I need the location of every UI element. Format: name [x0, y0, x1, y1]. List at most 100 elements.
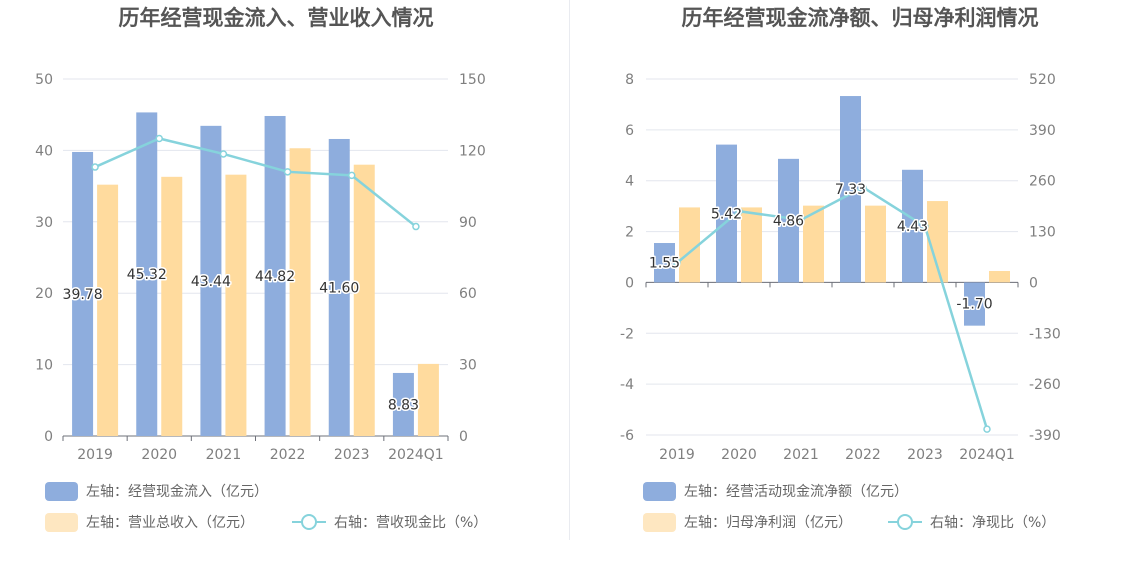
left-axis-tick-label: 2 [625, 225, 634, 241]
plot-area: 0 10 20 30 40 50 0 30 60 90 120 150 2019 2020 2021 2022… [35, 72, 486, 463]
bar-series-2 [679, 207, 700, 283]
bar-series-2 [161, 176, 183, 436]
bar-series-1 [328, 138, 350, 436]
x-axis-tick-label: 2019 [659, 447, 695, 463]
left-axis-tick-label: 40 [35, 143, 53, 159]
bar-series-1 [964, 282, 985, 326]
line-point [735, 207, 743, 215]
right-axis-tick-label: 260 [1029, 174, 1056, 190]
x-axis-tick-label: 2021 [783, 447, 819, 463]
right-axis-tick-label: -260 [1029, 377, 1061, 393]
bar-series-1 [200, 125, 222, 436]
x-axis-tick-label: 2022 [270, 447, 306, 463]
line-series [94, 137, 417, 228]
data-label: 39.78 [63, 287, 103, 303]
line-point [283, 168, 292, 176]
bar-series-2 [741, 207, 762, 283]
x-axis-tick-label: 2023 [907, 447, 943, 463]
panel-divider [569, 0, 570, 540]
legend-label: 右轴：营收现金比（%） [334, 515, 487, 531]
legend-swatch [643, 482, 676, 501]
legend[interactable]: 左轴：经营活动现金流净额（亿元） 左轴：归母净利润（亿元） 右轴：净现比（%） [643, 482, 1055, 532]
bar-series-1 [392, 372, 414, 436]
bar-series-1 [840, 96, 861, 283]
right-axis-tick-label: 0 [1029, 275, 1038, 291]
right-axis-tick-label: -130 [1029, 326, 1061, 342]
bar-series-1 [778, 158, 799, 283]
x-axis-tick-label: 2021 [206, 447, 242, 463]
bar-series-2 [803, 205, 824, 283]
legend-swatch [45, 513, 78, 532]
left-axis-tick-label: 10 [35, 358, 53, 374]
legend-label: 左轴：归母净利润（亿元） [684, 514, 852, 531]
plot-area: -6 -4 -2 0 2 4 6 8 -390 -260 -130 0 130 260 390 520 2019… [620, 72, 1061, 463]
bar-series-2 [353, 164, 375, 436]
right-axis-tick-label: 120 [459, 143, 486, 159]
right-axis-tick-label: 0 [459, 429, 468, 445]
line-point [673, 259, 681, 267]
chart-title: 历年经营现金流入、营业收入情况 [119, 6, 434, 30]
x-axis-tick-label: 2023 [334, 447, 370, 463]
legend-item[interactable]: 左轴：经营活动现金流净额（亿元） [643, 482, 908, 501]
right-axis-tick-label: 90 [459, 215, 477, 231]
chart-left: 历年经营现金流入、营业收入情况 0 10 20 30 40 50 0 30 60 90 120 150… [35, 6, 487, 532]
bar-series-2 [417, 363, 439, 436]
bar-series-2 [927, 201, 948, 283]
left-axis-tick-label: -4 [620, 377, 634, 393]
left-axis-tick-label: 0 [44, 429, 53, 445]
bar-series-1 [72, 151, 94, 436]
right-axis-tick-label: 520 [1029, 72, 1056, 88]
legend-item[interactable]: 左轴：营业总收入（亿元） [45, 513, 254, 532]
data-label: 4.86 [773, 214, 804, 230]
left-axis-tick-label: 8 [625, 72, 634, 88]
chart-title: 历年经营现金流净额、归母净利润情况 [682, 6, 1039, 30]
right-axis-tick-label: 130 [1029, 225, 1056, 241]
chart-right: 历年经营现金流净额、归母净利润情况 -6 -4 -2 0 2 4 6 8 -390 -260 -13… [620, 6, 1061, 532]
line-point [797, 216, 805, 224]
left-axis-tick-label: 30 [35, 215, 53, 231]
data-label: 41.60 [319, 280, 359, 296]
left-axis-tick-label: -2 [620, 326, 634, 342]
right-axis-tick-label: 390 [1029, 123, 1056, 139]
legend-swatch [643, 513, 676, 532]
data-label: -1.70 [956, 296, 992, 312]
line-series [676, 185, 989, 430]
data-label: 4.43 [897, 219, 928, 235]
data-label: 7.33 [835, 182, 866, 198]
left-axis-tick-label: 20 [35, 286, 53, 302]
left-axis-tick-label: 6 [625, 123, 634, 139]
right-axis-tick-label: 150 [459, 72, 486, 88]
legend-swatch [45, 482, 78, 501]
bar-series-2 [225, 174, 247, 436]
bar-series-1 [654, 243, 675, 283]
line-point [983, 425, 991, 433]
line-point [155, 134, 163, 143]
legend[interactable]: 左轴：经营现金流入（亿元） 左轴：营业总收入（亿元） 右轴：营收现金比（%） [45, 482, 487, 532]
bar-series-1 [716, 144, 737, 283]
left-axis-tick-label: 50 [35, 72, 53, 88]
legend-item[interactable]: 右轴：净现比（%） [888, 514, 1055, 531]
legend-swatch-marker [897, 514, 913, 530]
data-label: 1.55 [649, 256, 680, 272]
left-axis-tick-label: -6 [620, 428, 634, 444]
data-label: 43.44 [191, 274, 231, 290]
bar-series-1 [902, 169, 923, 283]
x-axis-tick-label: 2024Q1 [959, 447, 1015, 463]
legend-item[interactable]: 右轴：营收现金比（%） [292, 514, 487, 531]
line-point [859, 183, 867, 192]
data-label: 8.83 [388, 397, 419, 413]
legend-label: 左轴：经营现金流入（亿元） [86, 484, 268, 500]
x-axis-tick-label: 2022 [845, 447, 881, 463]
bar-series-2 [289, 148, 311, 436]
legend-swatch-marker [301, 514, 317, 530]
right-axis-tick-label: 60 [459, 286, 477, 302]
legend-item[interactable]: 左轴：归母净利润（亿元） [643, 513, 852, 532]
bar-series-2 [865, 205, 886, 283]
left-axis-tick-label: 4 [625, 174, 634, 190]
legend-label: 右轴：净现比（%） [930, 515, 1055, 531]
x-axis-tick-label: 2020 [141, 447, 177, 463]
line-point [921, 222, 929, 231]
bar-series-2 [989, 270, 1010, 283]
legend-item[interactable]: 左轴：经营现金流入（亿元） [45, 482, 268, 501]
